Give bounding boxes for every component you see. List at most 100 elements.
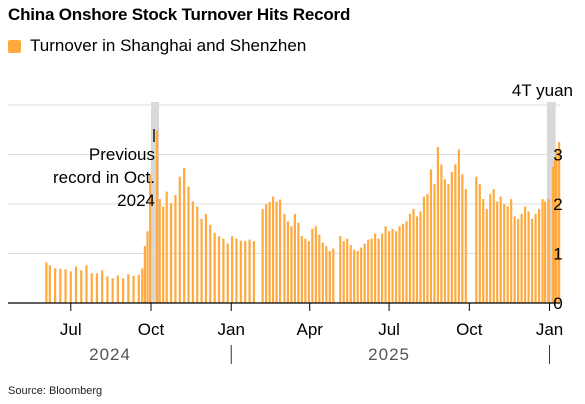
bar-90 [415,216,419,303]
bar-94 [429,169,433,303]
bar-6 [74,266,78,303]
bar-2 [53,268,57,303]
bar-72 [353,249,356,303]
legend-label: Turnover in Shanghai and Shenzhen [30,36,307,55]
bar-31 [187,186,190,303]
bar-121 [530,218,534,303]
bar-108 [485,208,488,303]
bar-78 [374,233,377,303]
bar-46 [252,241,256,303]
bar-103 [461,174,464,303]
bar-45 [248,239,251,303]
y-tick-label-1: 1 [553,245,562,264]
bar-63 [318,234,321,303]
highlight-band-1 [546,102,556,303]
bar-73 [356,251,359,303]
bar-35 [204,213,208,303]
bar-109 [489,194,492,303]
bar-91 [419,211,422,303]
bar-26 [165,191,168,303]
bar-51 [275,201,278,303]
x-tick-label-3: Apr [296,320,323,339]
bar-79 [377,238,380,303]
bar-9 [90,273,93,303]
bar-39 [222,238,225,303]
bar-7 [80,270,83,303]
bar-106 [478,184,481,303]
bar-114 [506,206,509,303]
bar-101 [454,164,457,303]
bar-34 [200,218,203,303]
x-tick-label-0: Jul [60,320,82,339]
bar-83 [391,228,394,303]
bar-44 [244,241,247,303]
bar-125 [544,201,547,303]
highlight-band-0 [151,102,160,303]
bar-33 [196,206,199,303]
bar-62 [314,226,317,303]
bar-55 [290,226,293,303]
bar-50 [271,196,275,303]
bar-67 [332,248,335,303]
bar-58 [300,236,303,303]
annotation-line-1: record in Oct. [53,168,155,187]
x-tick-label-1: Oct [138,320,165,339]
bar-80 [381,233,384,303]
year-label-0: 2024 [89,345,131,364]
bar-89 [412,208,415,303]
bar-5 [69,271,72,303]
bar-128 [553,159,556,303]
bar-56 [293,213,297,303]
bar-60 [307,241,310,303]
bar-127 [551,166,555,303]
bar-82 [387,231,391,303]
bar-25 [162,206,165,303]
bar-122 [534,213,537,303]
source-note: Source: Bloomberg [8,385,103,397]
bar-59 [304,238,307,303]
bar-64 [321,242,324,303]
bar-123 [537,208,541,303]
bar-53 [283,213,286,303]
bar-15 [122,278,125,303]
bar-32 [191,201,194,303]
annotation-line-0: Previous [89,145,155,164]
bar-1 [48,265,51,303]
bar-69 [342,241,345,303]
bar-76 [367,239,370,303]
bar-81 [384,226,387,303]
bar-48 [265,204,268,303]
y-tick-label-3: 3 [553,146,562,165]
bar-84 [394,231,398,303]
bar-117 [517,218,520,303]
bar-17 [132,275,135,303]
bar-113 [503,204,506,303]
x-tick-label-2: Jan [218,320,245,339]
bar-98 [443,179,446,303]
bar-77 [370,238,373,303]
bar-87 [405,221,408,303]
bar-21 [146,231,149,303]
bar-30 [183,167,186,303]
bar-105 [475,176,478,303]
bar-65 [325,246,328,303]
bar-18 [137,274,140,303]
bar-16 [127,274,130,303]
bar-19 [141,268,144,303]
bar-92 [422,196,426,303]
annotation-line-2: 2024 [117,191,155,210]
bar-52 [278,199,282,303]
bar-111 [496,201,499,303]
bar-22 [149,174,152,303]
bar-0 [45,262,48,303]
bar-54 [286,221,290,303]
legend: Turnover in Shanghai and Shenzhen [8,36,306,56]
bar-40 [226,243,229,303]
bar-66 [328,251,331,303]
bar-27 [169,203,173,303]
bar-126 [547,199,550,303]
bar-110 [492,189,495,303]
bar-42 [235,238,238,303]
bar-104 [464,189,467,303]
